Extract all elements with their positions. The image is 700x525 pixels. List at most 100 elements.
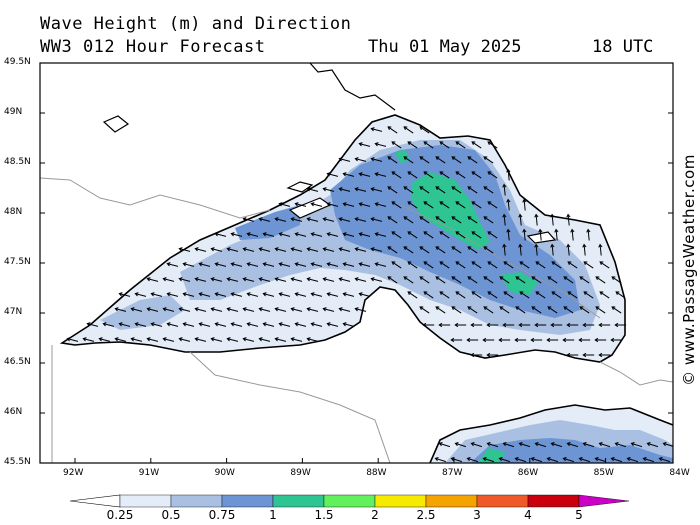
wave-arrow (374, 202, 387, 207)
wave-arrow (598, 322, 611, 328)
wave-band-0.75-small (235, 205, 300, 240)
wave-arrow (114, 307, 127, 312)
wave-arrow (230, 322, 243, 327)
forecast-time: 18 UTC (592, 37, 654, 57)
wave-arrow (150, 292, 163, 297)
wave-arrow (178, 337, 191, 342)
wave-arrow (435, 276, 446, 284)
colorbar-label: 0.25 (106, 508, 134, 522)
wave-arrow (566, 322, 579, 328)
wave-arrow (583, 261, 594, 269)
wave-arrow (290, 307, 303, 312)
wave-arrow (582, 243, 587, 256)
wave-arrow (514, 457, 527, 463)
wave-arrow (391, 261, 402, 269)
wave-arrow (518, 213, 523, 226)
wave-arrow (570, 228, 575, 241)
wave-arrow (471, 141, 482, 149)
wave-arrow (451, 216, 462, 224)
keweenaw-island (288, 197, 332, 219)
wave-arrow (246, 292, 259, 297)
wave-arrow (403, 156, 414, 164)
wave-arrow (358, 172, 371, 177)
wave-arrow (563, 276, 574, 284)
wave-arrow (626, 457, 639, 463)
wave-arrow (438, 322, 451, 328)
wave-arrow (342, 262, 355, 267)
wave-arrow (550, 243, 555, 256)
wave-arrow (258, 247, 271, 252)
wave-arrow (391, 231, 402, 239)
wave-arrow (407, 231, 418, 239)
wave-arrow (467, 186, 478, 194)
wave-arrow (98, 337, 111, 342)
wave-arrow (506, 168, 511, 181)
wave-arrow (578, 457, 591, 463)
wave-arrow (579, 276, 590, 284)
wave-arrow (403, 186, 414, 194)
wave-arrow (554, 228, 559, 241)
wave-arrow (226, 307, 239, 312)
wave-arrow (439, 201, 450, 209)
wave-arrow (547, 306, 558, 314)
wave-arrow (566, 243, 571, 256)
wave-arrow (178, 247, 191, 252)
wave-arrow (583, 291, 594, 299)
wave-arrow (562, 457, 575, 463)
wave-arrow (134, 322, 147, 327)
wave-arrow (214, 232, 227, 237)
wave-arrow (130, 337, 143, 342)
wave-arrow (454, 322, 467, 328)
wave-arrow (290, 247, 303, 252)
wave-arrow (310, 232, 323, 237)
wave-arrow (391, 141, 402, 149)
wave-arrow (614, 322, 627, 328)
wave-arrow (258, 277, 271, 282)
lat-label: 46.5N (4, 357, 31, 367)
wave-arrow (487, 171, 498, 179)
wave-arrow (294, 232, 307, 237)
wave-arrow (198, 292, 211, 297)
wave-arrow (226, 247, 239, 252)
wave-arrow (294, 322, 307, 327)
wave-arrow (403, 246, 414, 254)
wave-arrow (487, 201, 498, 209)
wave-arrow (551, 261, 562, 269)
colorbar-label: 1.5 (314, 508, 334, 522)
wave-arrow (547, 276, 558, 284)
wave-arrow (499, 276, 510, 284)
colorbar-swatch (476, 494, 529, 508)
colorbar-label: 5 (575, 508, 583, 522)
wave-arrow (242, 307, 255, 312)
wave-arrow (322, 277, 335, 282)
wave-arrow (566, 352, 579, 358)
wave-arrow (610, 457, 623, 463)
wave-arrow (370, 277, 383, 282)
wave-arrow (242, 217, 255, 222)
wave-arrow (419, 156, 430, 164)
wave-arrow (354, 217, 367, 222)
wave-arrow (546, 337, 559, 343)
wave-arrow (407, 291, 418, 299)
wave-arrow (370, 157, 383, 162)
wave-arrow (210, 307, 223, 312)
colorbar-swatch (119, 494, 172, 508)
wave-arrow (118, 322, 131, 327)
wave-arrow (322, 307, 335, 312)
wave-arrow (210, 337, 223, 342)
wave-arrow (387, 276, 398, 284)
wave-arrow (566, 442, 579, 448)
wave-arrow (306, 337, 319, 342)
wave-arrow (531, 276, 542, 284)
wave-arrow (214, 292, 227, 297)
wave-arrow (146, 277, 159, 282)
wave-arrow (502, 183, 507, 196)
lon-label: 87W (442, 468, 463, 478)
island-east (526, 231, 557, 244)
forecast-subtitle: WW3 012 Hour Forecast (40, 37, 266, 57)
wave-arrow (82, 337, 95, 342)
wave-arrow (258, 337, 271, 342)
wave-arrow (310, 292, 323, 297)
wave-arrow (306, 217, 319, 222)
wave-arrow (162, 307, 175, 312)
